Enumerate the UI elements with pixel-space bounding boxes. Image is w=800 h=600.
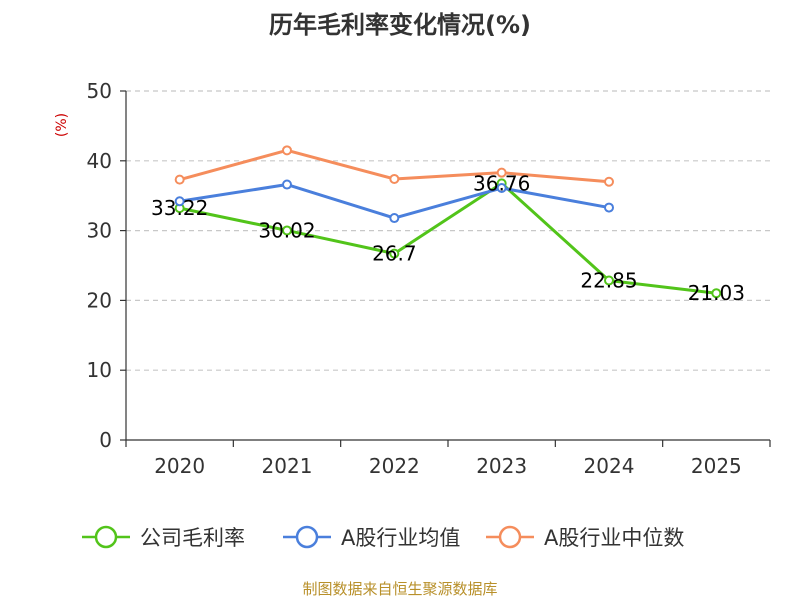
x-tick-label: 2025 [691, 454, 742, 478]
y-tick-label: 20 [87, 288, 112, 312]
data-point [389, 213, 400, 224]
y-tick-label: 50 [87, 79, 112, 103]
data-point [282, 145, 292, 156]
data-point [282, 179, 292, 190]
data-point [496, 167, 507, 178]
x-tick-label: 2020 [154, 454, 205, 478]
data-point [604, 202, 614, 213]
y-tick-label: 30 [87, 219, 112, 243]
series-group [174, 145, 722, 299]
legend: 公司毛利率 A股行业均值 A股行业中位数 [82, 525, 684, 550]
y-tick-label: 10 [87, 358, 112, 382]
legend-swatch-marker [94, 525, 118, 549]
x-tick-label: 2023 [476, 454, 527, 478]
y-tick-label: 40 [87, 149, 112, 173]
gridlines [126, 90, 770, 371]
data-label: 36.76 [473, 171, 530, 195]
data-point [389, 173, 400, 184]
legend-label: A股行业均值 [341, 526, 460, 550]
axes: 0 10 20 30 40 50 2020 2021 2022 2023 2024 2025 [87, 79, 771, 478]
data-point [174, 196, 185, 207]
data-label: 26.7 [372, 242, 417, 266]
data-point [604, 275, 614, 286]
data-point [174, 174, 185, 185]
data-point [389, 248, 400, 259]
legend-label: 公司毛利率 [140, 526, 245, 550]
series-line [178, 181, 718, 295]
data-label: 21.03 [688, 281, 745, 305]
x-tick-label: 2021 [262, 454, 313, 478]
data-point [282, 225, 292, 236]
y-tick-label: 0 [99, 428, 112, 452]
data-point [711, 288, 722, 299]
data-point [604, 176, 614, 187]
data-label: 30.02 [258, 218, 315, 242]
data-point [496, 183, 507, 194]
legend-label: A股行业中位数 [544, 526, 684, 550]
series-line [178, 183, 611, 220]
legend-swatch-marker [295, 525, 319, 549]
x-tick-label: 2022 [369, 454, 420, 478]
chart-title: 历年毛利率变化情况(%) [269, 11, 531, 39]
data-label: 22.85 [580, 269, 637, 293]
x-tick-label: 2024 [584, 454, 635, 478]
data-labels: 33.22 30.02 26.7 36.76 22.85 21.03 [151, 171, 745, 305]
source-note: 制图数据来自恒生聚源数据库 [302, 580, 497, 598]
legend-swatch-marker [498, 525, 522, 549]
data-label: 33.22 [151, 196, 208, 220]
y-axis-unit: (%) [54, 113, 70, 137]
